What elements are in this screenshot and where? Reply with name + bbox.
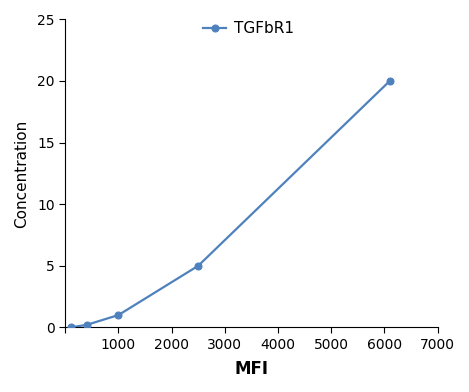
TGFbR1 [196,263,201,268]
Legend: TGFbR1: TGFbR1 [203,21,294,36]
TGFbR1 [116,313,121,318]
X-axis label: MFI: MFI [234,360,268,378]
Line: TGFbR1: TGFbR1 [67,78,393,331]
TGFbR1 [68,325,73,330]
TGFbR1 [84,323,90,327]
Y-axis label: Concentration: Concentration [14,119,29,227]
TGFbR1 [387,79,393,83]
